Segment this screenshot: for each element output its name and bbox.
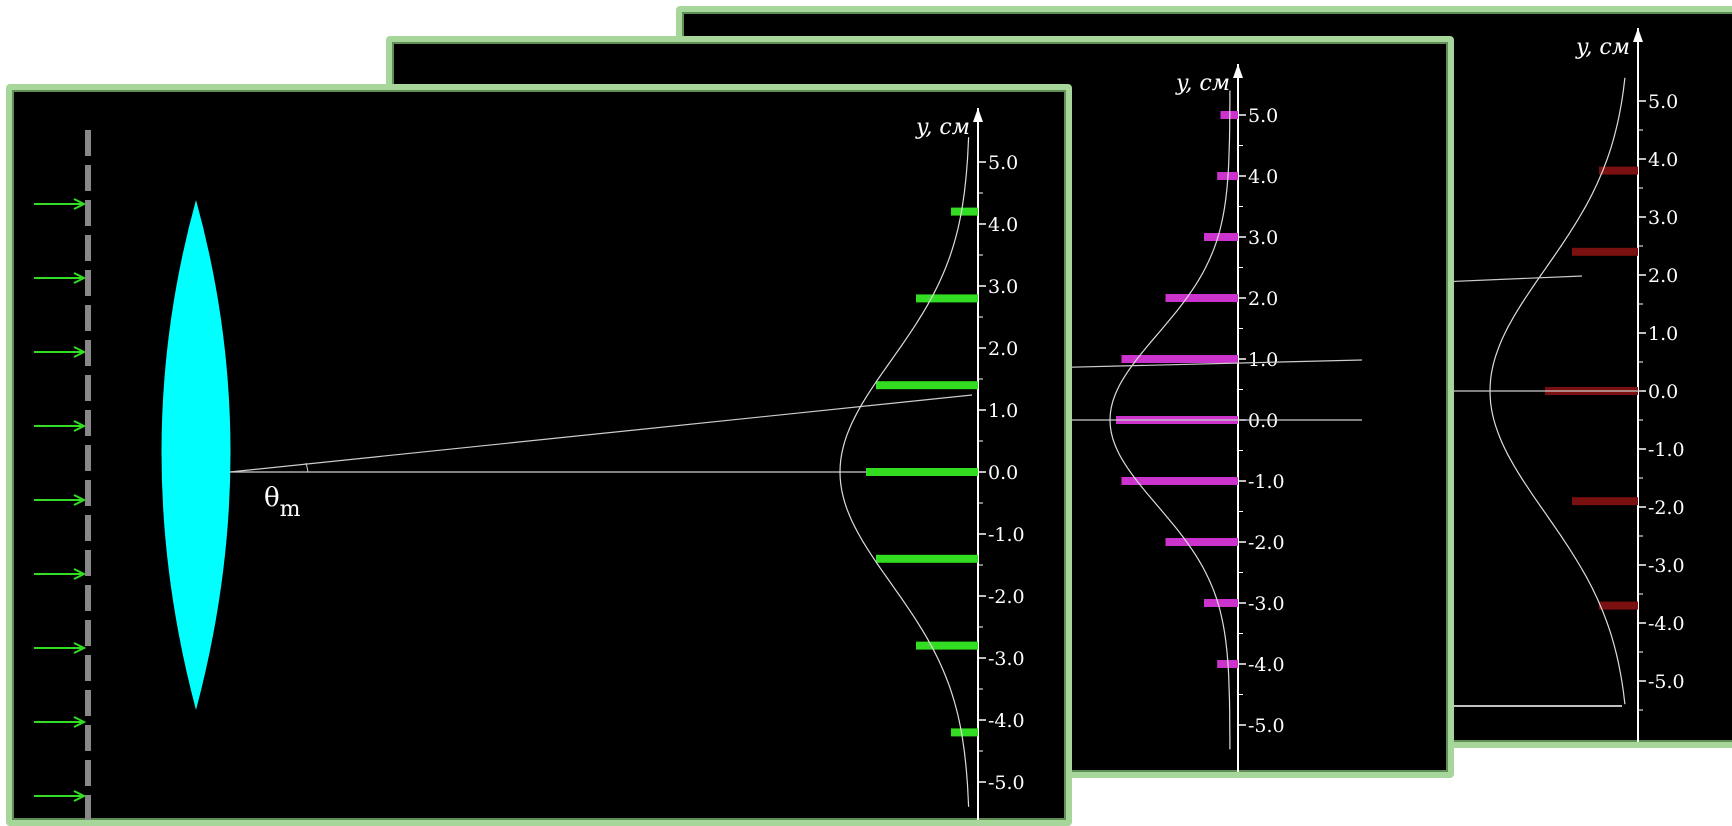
- y-tick-label: 5.0: [1648, 91, 1678, 113]
- slit-segment: [85, 445, 91, 471]
- arrow-right-icon: [73, 198, 87, 210]
- slit-segment: [85, 305, 91, 331]
- y-tick-label: 1.0: [1248, 349, 1278, 371]
- y-tick-label: -2.0: [1248, 532, 1285, 554]
- y-axis-label: y, см: [915, 115, 970, 140]
- intensity-curve: [839, 137, 970, 807]
- y-tick-label: 3.0: [988, 276, 1018, 298]
- y-tick-label: -1.0: [1648, 439, 1685, 461]
- slit-segment: [85, 165, 91, 191]
- y-tick-label: 5.0: [1248, 105, 1278, 127]
- angle-arc: [305, 462, 309, 473]
- fringe-band: [1204, 233, 1238, 241]
- y-axis-arrow-icon: [1633, 28, 1643, 42]
- y-tick-label: -3.0: [1248, 593, 1285, 615]
- arrow-right-icon: [73, 420, 87, 432]
- fringe-band: [1599, 601, 1638, 610]
- fringe-band: [1165, 538, 1238, 546]
- y-tick-label: -3.0: [1648, 555, 1685, 577]
- fringe-band: [1572, 497, 1638, 506]
- y-tick-label: 3.0: [1248, 227, 1278, 249]
- y-tick-label: -1.0: [1248, 471, 1285, 493]
- slit-segment: [85, 235, 91, 261]
- slit-segment: [85, 270, 91, 296]
- fringe-band: [916, 641, 978, 650]
- fringe-band: [876, 554, 978, 563]
- slit-segment: [85, 690, 91, 716]
- y-tick-label: 0.0: [1248, 410, 1278, 432]
- y-axis-arrow-icon: [1233, 64, 1243, 78]
- fringe-band: [866, 468, 978, 476]
- fringe-band: [876, 381, 978, 390]
- y-tick-label: -5.0: [1248, 715, 1285, 737]
- y-tick-label: -3.0: [988, 648, 1025, 670]
- y-tick-label: 2.0: [988, 338, 1018, 360]
- front-panel-canvas: θm y, см 5.0 4.0 3.0 2.0 1.0 0.0 -1.0 -2.0 -3.0 -4…: [34, 108, 1025, 820]
- y-tick-label: 2.0: [1248, 288, 1278, 310]
- arrow-right-icon: [73, 346, 87, 358]
- slit-segment: [85, 550, 91, 576]
- fringe-band: [1599, 166, 1638, 175]
- fringe-band: [951, 207, 978, 216]
- y-tick-label: 2.0: [1648, 265, 1678, 287]
- arrow-right-icon: [73, 642, 87, 654]
- slit-segment: [85, 585, 91, 611]
- y-tick-label: -1.0: [988, 524, 1025, 546]
- y-tick-label: -2.0: [1648, 497, 1685, 519]
- y-tick-label: -5.0: [1648, 671, 1685, 693]
- front-panel: θm y, см 5.0 4.0 3.0 2.0 1.0 0.0 -1.0 -2.0 -3.0 -4…: [6, 84, 1072, 826]
- y-tick-label: 0.0: [988, 462, 1018, 484]
- angle-label: θm: [264, 483, 301, 522]
- y-tick-label: 5.0: [988, 152, 1018, 174]
- fringe-band: [1204, 599, 1238, 607]
- slit-segment: [85, 515, 91, 541]
- slit-segment: [85, 725, 91, 751]
- y-axis-label: y, см: [1575, 35, 1630, 60]
- diffraction-ray: [229, 394, 973, 473]
- y-tick-label: 4.0: [1248, 166, 1278, 188]
- slit-segment: [85, 410, 91, 436]
- lens-shape: [161, 200, 231, 710]
- slit-segment: [85, 130, 91, 156]
- slit-segment: [85, 620, 91, 646]
- slit-segment: [85, 760, 91, 786]
- slit-segment: [85, 795, 91, 820]
- y-tick-label: 4.0: [1648, 149, 1678, 171]
- y-tick-label: 0.0: [1648, 381, 1678, 403]
- arrow-right-icon: [73, 494, 87, 506]
- slit-segment: [85, 480, 91, 506]
- y-tick-label: 4.0: [988, 214, 1018, 236]
- fringe-band: [951, 728, 978, 737]
- back-panel-canvas: y, см 5.0 4.0 3.0 2.0 1.0 0.0 -1.0 -2.0 -3.0 -4.0 -…: [682, 28, 1685, 742]
- slit-segment: [85, 340, 91, 366]
- y-tick-label: -2.0: [988, 586, 1025, 608]
- slit-segment: [85, 200, 91, 226]
- y-tick-label: 1.0: [1648, 323, 1678, 345]
- fringe-band: [1572, 247, 1638, 256]
- y-axis-label: y, см: [1175, 71, 1230, 96]
- y-tick-label: -5.0: [988, 772, 1025, 794]
- y-tick-label: -4.0: [1648, 613, 1685, 635]
- y-tick-label: 3.0: [1648, 207, 1678, 229]
- arrow-right-icon: [73, 568, 87, 580]
- y-tick-label: -4.0: [988, 710, 1025, 732]
- slit-segment: [85, 375, 91, 401]
- fringe-band: [1121, 477, 1238, 485]
- fringe-band: [1121, 355, 1238, 363]
- fringe-band: [916, 294, 978, 303]
- slit-segment: [85, 655, 91, 681]
- fringe-band: [1165, 294, 1238, 302]
- arrow-right-icon: [73, 272, 87, 284]
- y-tick-label: 1.0: [988, 400, 1018, 422]
- y-axis-arrow-icon: [973, 108, 983, 122]
- y-tick-label: -4.0: [1248, 654, 1285, 676]
